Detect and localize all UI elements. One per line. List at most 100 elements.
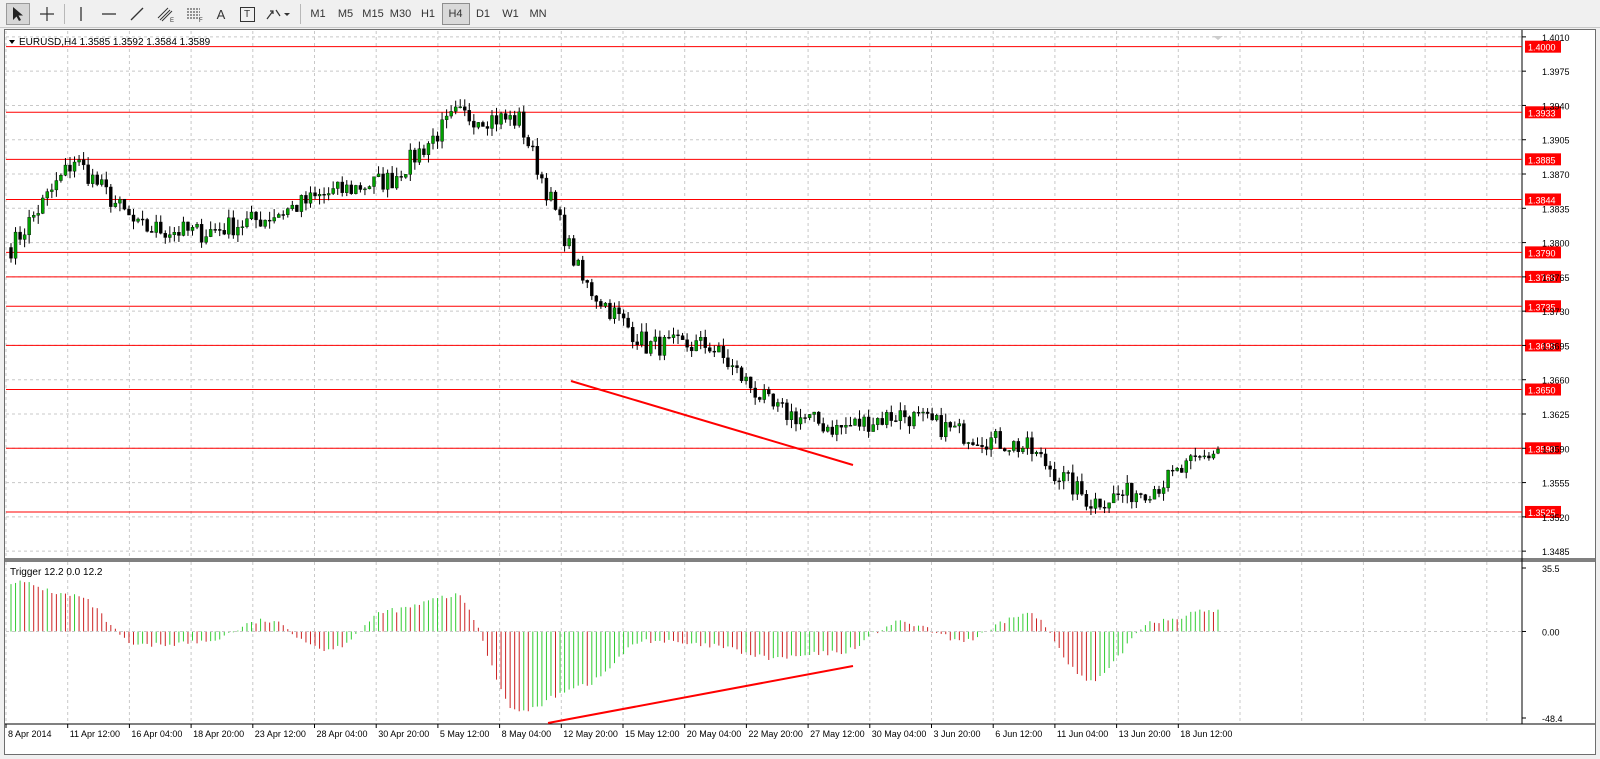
cursor-tool-button[interactable]: [6, 3, 30, 25]
candle-body: [862, 416, 866, 427]
timeframe-m30-button[interactable]: M30: [389, 8, 412, 20]
candle: [358, 182, 363, 193]
candle-body: [481, 122, 485, 127]
candle-body: [844, 425, 848, 428]
candle-body: [1084, 494, 1089, 507]
candle-body: [100, 179, 104, 185]
candle-body: [1071, 472, 1075, 495]
candle-body: [830, 426, 835, 435]
candle: [785, 399, 789, 426]
candle-body: [118, 198, 122, 204]
candle-body: [653, 336, 658, 342]
candle-body: [685, 339, 689, 348]
candle-body: [984, 446, 989, 450]
candle-body: [794, 411, 798, 425]
candle: [227, 209, 231, 239]
fibonacci-icon: F: [187, 8, 203, 22]
candle: [72, 156, 77, 178]
candle: [31, 211, 36, 222]
candle: [798, 408, 803, 430]
candle-body: [553, 191, 558, 210]
timeframe-d1-button[interactable]: D1: [475, 8, 491, 20]
arrows-dropdown-button[interactable]: [262, 3, 294, 25]
candle: [159, 215, 163, 235]
candle-body: [821, 423, 825, 432]
candle: [617, 301, 621, 321]
candle-body: [208, 229, 213, 237]
trendline-tool-button[interactable]: [125, 3, 149, 25]
timeframe-h1-button[interactable]: H1: [420, 8, 436, 20]
candle: [640, 323, 644, 348]
trendline-icon: [130, 7, 144, 21]
candle: [944, 413, 948, 442]
timeframe-mn-button[interactable]: MN: [529, 8, 547, 20]
candle: [730, 358, 735, 376]
candle: [376, 166, 381, 178]
candle: [272, 209, 276, 224]
candle: [322, 187, 326, 204]
candle: [780, 398, 785, 408]
candle: [186, 221, 190, 236]
candle-body: [771, 393, 776, 407]
price-chart[interactable]: 1.40001.39331.38851.38441.37901.37651.37…: [5, 30, 1595, 754]
candle: [984, 438, 989, 456]
candle: [576, 258, 580, 266]
candle: [95, 171, 99, 187]
shift-marker-icon[interactable]: [1213, 36, 1223, 40]
candle-body: [880, 418, 884, 425]
candle: [499, 111, 503, 130]
candle-body: [168, 234, 172, 238]
candle: [540, 171, 544, 184]
candle-body: [381, 173, 385, 190]
candle: [77, 155, 81, 166]
candle: [1093, 492, 1098, 514]
candle: [685, 333, 689, 352]
chart-menu-triangle-icon[interactable]: [9, 40, 15, 44]
candle: [1043, 448, 1048, 470]
text-label-tool-button[interactable]: T: [236, 3, 258, 25]
candle: [109, 184, 113, 213]
candle-body: [181, 221, 186, 236]
candle-body: [948, 422, 952, 428]
candle: [449, 105, 453, 119]
time-tick-label: 11 Jun 04:00: [1057, 729, 1108, 739]
candle-body: [571, 238, 576, 266]
candle: [880, 411, 884, 426]
candle: [744, 373, 748, 385]
equidistant-channel-tool-button[interactable]: E: [153, 3, 179, 25]
level-price-tag: [1525, 106, 1561, 119]
candle-body: [299, 195, 304, 212]
vertical-line-tool-button[interactable]: [70, 3, 92, 25]
timeframe-m15-button[interactable]: M15: [362, 8, 384, 20]
candle-body: [748, 376, 753, 389]
candle-body: [649, 341, 653, 354]
arrow-cursor-icon: [13, 7, 23, 21]
candle-body: [839, 424, 844, 428]
candle-body: [1152, 489, 1157, 500]
candle-body: [1207, 455, 1211, 459]
candle-body: [277, 214, 281, 218]
timeframe-h4-button[interactable]: H4: [441, 3, 470, 25]
candle: [27, 209, 31, 244]
crosshair-tool-button[interactable]: [34, 3, 60, 25]
candle: [354, 184, 358, 195]
candle: [122, 198, 127, 211]
candle: [113, 195, 118, 208]
candle: [236, 219, 240, 243]
horizontal-line-tool-button[interactable]: [96, 3, 122, 25]
candle: [581, 255, 585, 284]
candle: [41, 194, 45, 215]
oscillator-trendline[interactable]: [547, 665, 854, 724]
candle-body: [635, 341, 639, 345]
price-trendline[interactable]: [570, 380, 854, 466]
candle: [290, 200, 295, 211]
candle-body: [853, 418, 857, 426]
candle: [363, 187, 367, 196]
text-tool-button[interactable]: A: [216, 6, 226, 22]
candle-body: [744, 376, 748, 382]
timeframe-m5-button[interactable]: M5: [337, 8, 354, 20]
timeframe-m1-button[interactable]: M1: [310, 8, 326, 20]
fibonacci-tool-button[interactable]: F: [182, 3, 208, 25]
level-price-tag: [1525, 442, 1561, 455]
timeframe-w1-button[interactable]: W1: [502, 8, 519, 20]
